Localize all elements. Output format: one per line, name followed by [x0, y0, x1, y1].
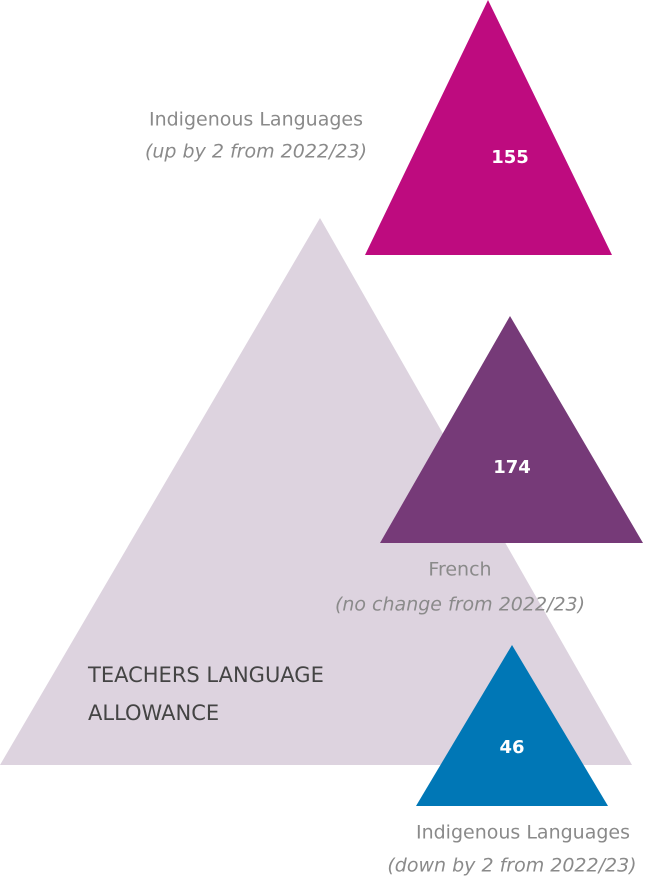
label: Indigenous Languages	[149, 109, 363, 131]
triangle	[416, 645, 608, 806]
label: French	[428, 559, 491, 581]
note: (up by 2 from 2022/23)	[145, 141, 367, 163]
value: 46	[499, 737, 524, 758]
value: 174	[493, 457, 531, 478]
note: (down by 2 from 2022/23)	[387, 855, 636, 877]
title-line: ALLOWANCE	[88, 701, 219, 725]
value: 155	[491, 147, 529, 168]
triangle	[380, 316, 643, 543]
note: (no change from 2022/23)	[335, 594, 585, 616]
label: Indigenous Languages	[416, 822, 630, 844]
title-line: TEACHERS LANGUAGE	[87, 663, 324, 687]
triangle	[365, 0, 612, 255]
big-triangle	[0, 218, 632, 765]
